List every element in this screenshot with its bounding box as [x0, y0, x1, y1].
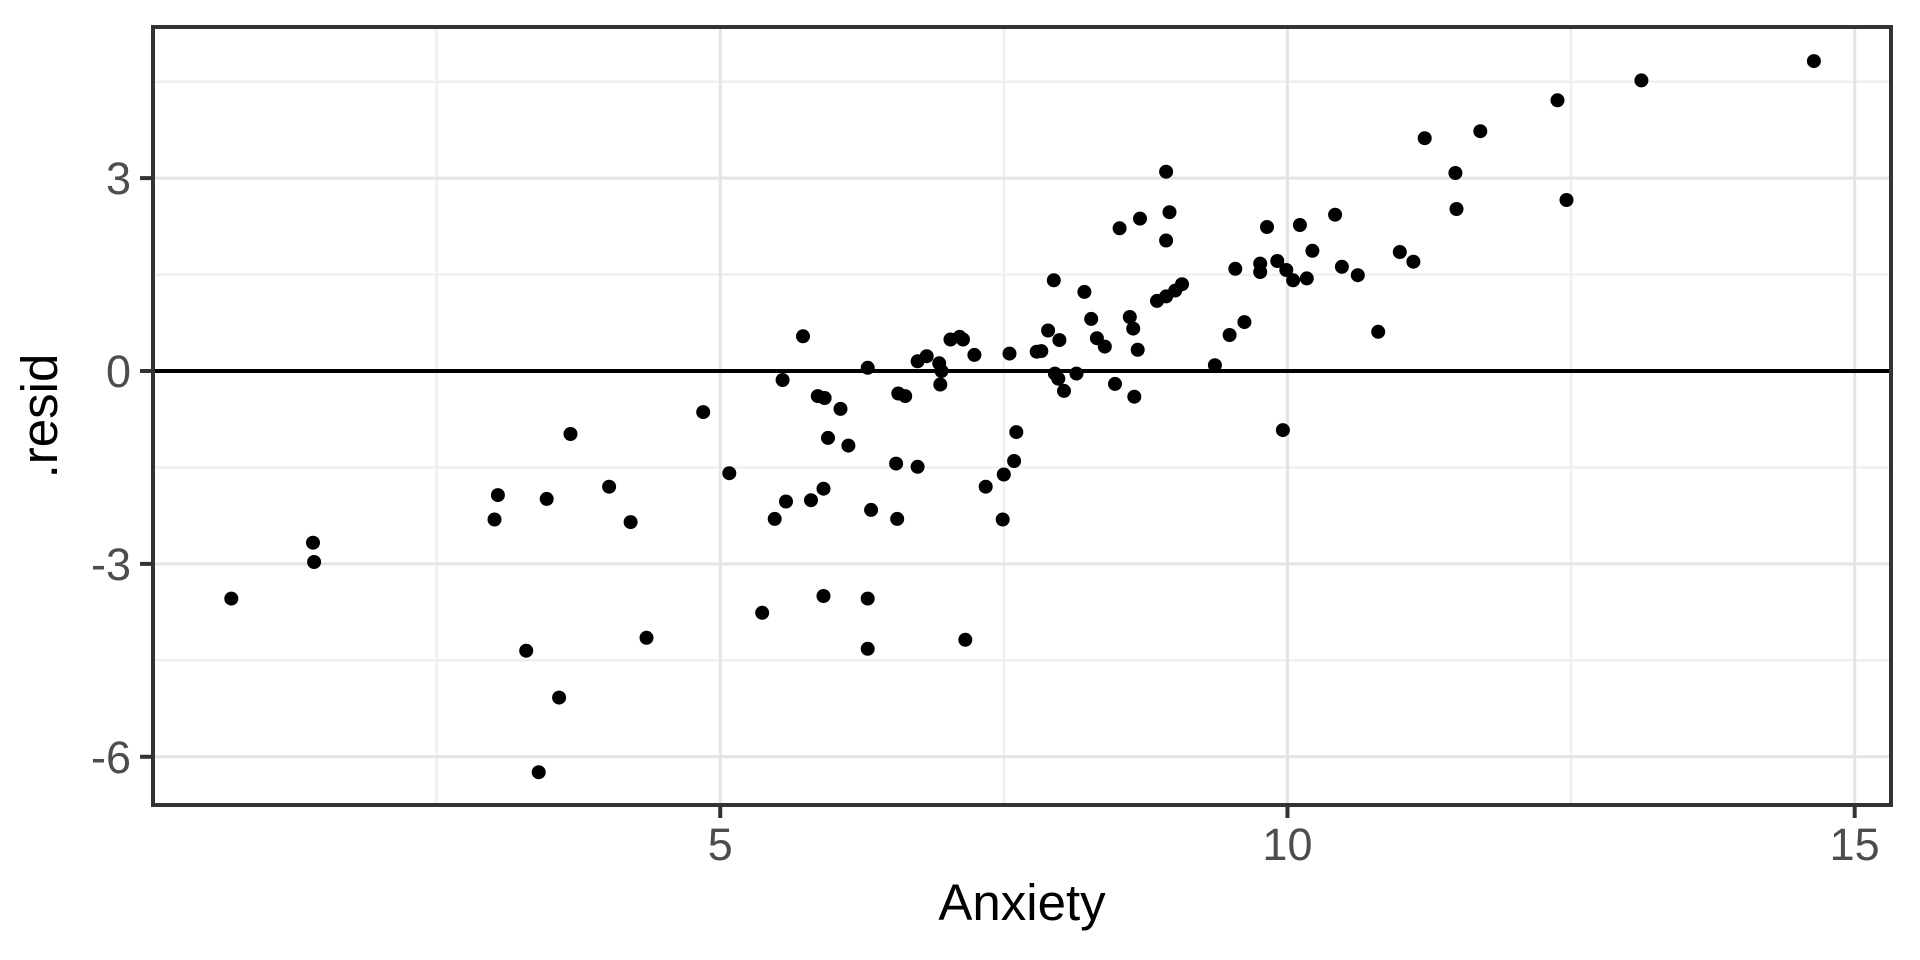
panel-border — [151, 25, 1893, 807]
x-axis-title: Anxiety — [938, 874, 1106, 931]
y-tick-label: 0 — [106, 346, 131, 397]
y-tick-label: 3 — [106, 153, 131, 204]
major-gridlines — [153, 27, 1891, 805]
y-axis-tick-labels: 3 0 -3 -6 — [91, 153, 131, 783]
x-tick-label: 15 — [1830, 819, 1880, 870]
x-tick-label: 10 — [1262, 819, 1312, 870]
y-tick-label: -3 — [91, 539, 131, 590]
y-tick-label: -6 — [91, 732, 131, 783]
y-axis-title: .resid — [11, 354, 68, 479]
x-axis-tick-labels: 5 10 15 — [708, 819, 1880, 870]
x-tick-label: 5 — [708, 819, 733, 870]
minor-gridlines — [153, 27, 1891, 805]
data-points — [224, 54, 1821, 780]
axis-tick-marks — [140, 176, 1857, 818]
